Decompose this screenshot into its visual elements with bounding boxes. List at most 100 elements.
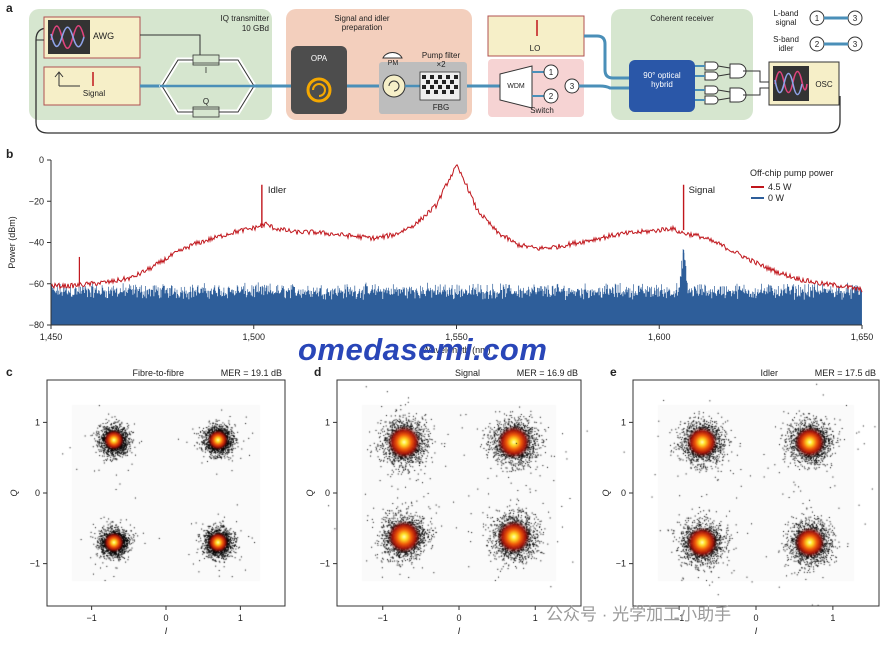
x-tick-label: 1,600 [648, 332, 671, 342]
symbol-point-4 [513, 536, 515, 538]
x-axis-label: Wavelength (nm) [422, 345, 490, 355]
q-tick-label: −1 [320, 559, 330, 569]
opa-label: OPA [310, 54, 328, 63]
q-tick-label: 0 [621, 488, 626, 498]
legend-port-3b: 3 [852, 40, 858, 49]
symbol-point-2 [809, 441, 811, 443]
i-arm-label: I [204, 66, 208, 75]
symbol-point-4 [217, 541, 219, 543]
i-tick-label: 0 [163, 613, 168, 623]
constellation-signal [296, 365, 591, 649]
fbg-label: FBG [432, 103, 450, 112]
constellation-title: Signal [455, 368, 480, 378]
q-arm-label: Q [202, 97, 210, 106]
symbol-point-2 [217, 439, 219, 441]
mer-value: MER = 16.9 dB [517, 368, 578, 378]
x-tick-label: 1,650 [851, 332, 874, 342]
i-tick-label: 1 [533, 613, 538, 623]
clock-loop [35, 27, 841, 134]
s-band-idler-label: S-band idler [773, 35, 799, 53]
osc-label: OSC [815, 80, 833, 89]
y-tick-label: 0 [39, 155, 44, 165]
prep-title: Signal and idler preparation [334, 14, 390, 32]
signal-label: Signal [82, 89, 106, 98]
symbol-point-3 [701, 541, 703, 543]
constellation-idler [592, 365, 889, 649]
pm-label: PM [387, 60, 399, 67]
q-tick-label: 0 [35, 488, 40, 498]
watermark-wechat: 公众号 · 光学加工小助手 [546, 605, 732, 624]
q-axis-label: Q [601, 489, 611, 496]
x-tick-label: 1,500 [242, 332, 265, 342]
i-axis-label: I [755, 626, 758, 636]
q-tick-label: 0 [325, 488, 330, 498]
y-tick-label: −80 [29, 320, 44, 330]
x-tick-label: 1,550 [445, 332, 468, 342]
q-tick-label: −1 [616, 559, 626, 569]
i-tick-label: −1 [378, 613, 388, 623]
legend-title: Off-chip pump power [750, 168, 833, 178]
legend-label-4-5w: 4.5 W [768, 182, 792, 192]
legend-port-3a: 3 [852, 14, 858, 23]
setup-diagram [29, 9, 863, 134]
iq-rate: 10 GBd [241, 24, 269, 33]
awg-label: AWG [93, 31, 115, 41]
symbol-point-1 [701, 441, 703, 443]
series-0w-noise [50, 249, 862, 325]
port-1: 1 [548, 68, 554, 77]
i-tick-label: 1 [238, 613, 243, 623]
i-tick-label: 0 [753, 613, 758, 623]
iq-transmitter-title: IQ transmitter [220, 14, 269, 23]
y-axis-label: Power (dBm) [7, 216, 17, 269]
constellation-title: Idler [760, 368, 778, 378]
spectrum-chart: 1,450 1,500 1,550 1,600 1,650 0 −20 −40 −60 −80 Po… [7, 155, 874, 355]
watermark: omedasemi.com [298, 332, 548, 367]
mer-value: MER = 19.1 dB [221, 368, 282, 378]
legend-port-1: 1 [814, 14, 820, 23]
idler-annotation: Idler [268, 185, 286, 196]
port-2: 2 [548, 92, 554, 101]
i-tick-label: 0 [456, 613, 461, 623]
lo-label: LO [529, 44, 541, 53]
l-band-signal-label: L-band signal [773, 9, 799, 27]
q-tick-label: −1 [30, 559, 40, 569]
q-tick-label: 1 [621, 417, 626, 427]
i-tick-label: −1 [86, 613, 96, 623]
coherent-receiver-title: Coherent receiver [650, 14, 714, 23]
q-tick-label: 1 [35, 417, 40, 427]
q-axis-label: Q [9, 489, 19, 496]
panel-label-b: b [6, 147, 14, 161]
y-tick-label: −40 [29, 238, 44, 248]
i-axis-label: I [165, 626, 168, 636]
signal-annotation: Signal [689, 185, 715, 196]
mer-value: MER = 17.5 dB [815, 368, 876, 378]
pump-filter-label: Pump filter ×2 [421, 51, 461, 69]
legend-port-2: 2 [814, 40, 820, 49]
series-4-5w-line [50, 163, 863, 293]
symbol-point-4 [809, 541, 811, 543]
constellation-frame [336, 379, 582, 607]
hybrid-label: 90° optical hybrid [643, 71, 681, 89]
q-axis-label: Q [305, 489, 315, 496]
i-tick-label: 1 [830, 613, 835, 623]
q-tick-label: 1 [325, 417, 330, 427]
switch-label: Switch [530, 106, 554, 115]
wdm-label: WDM [507, 83, 525, 90]
constellation-frame [632, 379, 880, 607]
symbol-point-1 [113, 439, 115, 441]
constellation-axes: −1 −1 0 0 1 1 I Q Fibre-to-fibre MER = 19.1 dB −1 −… [9, 368, 880, 636]
y-tick-label: −20 [29, 196, 44, 206]
symbol-point-2 [513, 441, 515, 443]
symbol-point-1 [403, 441, 405, 443]
symbol-point-3 [113, 541, 115, 543]
constellation-fibre [0, 365, 295, 649]
panel-label-a: a [6, 1, 13, 15]
i-tick-label: −1 [674, 613, 684, 623]
legend-label-0w: 0 W [768, 193, 785, 203]
port-3: 3 [569, 82, 575, 91]
constellation-title: Fibre-to-fibre [132, 368, 184, 378]
constellation-frame [46, 379, 286, 607]
i-axis-label: I [458, 626, 461, 636]
x-tick-label: 1,450 [40, 332, 63, 342]
